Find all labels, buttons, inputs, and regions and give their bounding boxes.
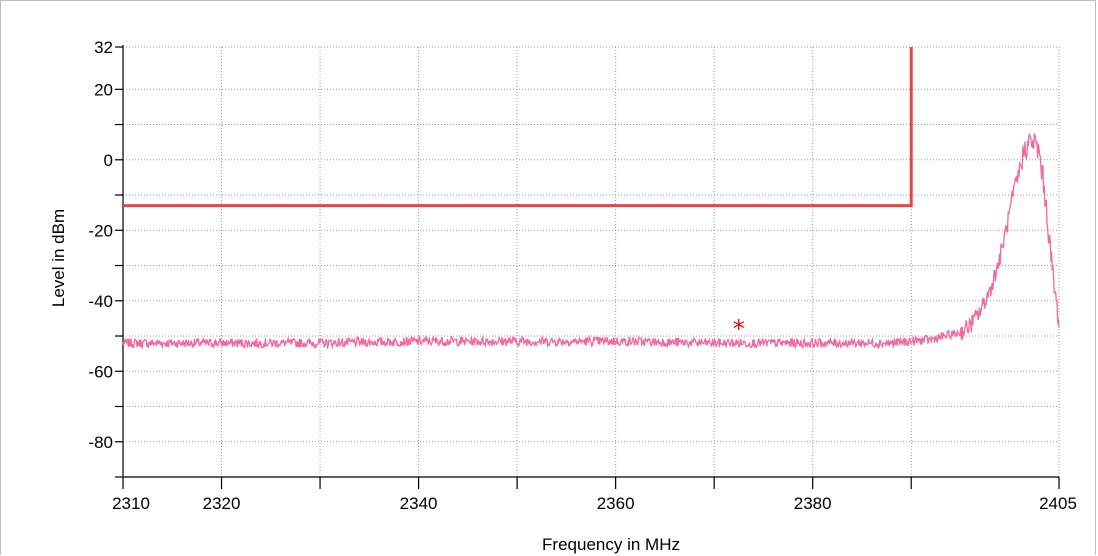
limit-line	[123, 47, 913, 208]
x-axis-title: Frequency in MHz	[542, 535, 680, 554]
y-tick-label: -20	[88, 221, 113, 240]
axes	[115, 45, 1060, 489]
y-tick-label: 32	[94, 38, 113, 57]
grid	[123, 46, 1060, 477]
x-tick-label: 2380	[794, 494, 832, 513]
y-tick-label: -40	[88, 292, 113, 311]
y-tick-label: -60	[88, 362, 113, 381]
spectrum-trace	[122, 132, 1060, 350]
x-tick-label: 2310	[112, 494, 150, 513]
y-tick-label: 20	[94, 80, 113, 99]
tick-labels: 2310 2320 2340 2360 2380 2405 32 20 0 -20 -40 -60 -8…	[88, 38, 1076, 513]
series: *	[122, 47, 1060, 350]
y-tick-label: -80	[88, 433, 113, 452]
peak-marker: *	[733, 315, 745, 343]
x-tick-label: 2340	[400, 494, 438, 513]
y-axis-title: Level in dBm	[49, 209, 68, 307]
x-tick-label: 2405	[1039, 494, 1077, 513]
x-tick-label: 2320	[203, 494, 241, 513]
x-tick-label: 2360	[597, 494, 635, 513]
y-tick-label: 0	[104, 151, 113, 170]
